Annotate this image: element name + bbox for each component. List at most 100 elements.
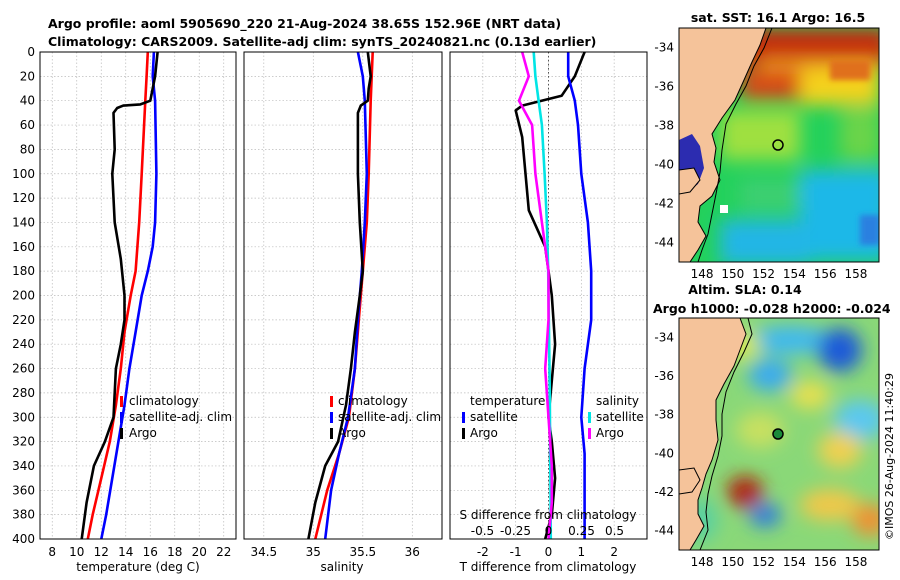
lat-tick-label: -36 xyxy=(654,80,674,94)
lat-tick-label: -34 xyxy=(654,330,674,344)
x-tick-label: 0 xyxy=(545,545,553,559)
depth-tick-label: 180 xyxy=(12,264,35,278)
sla-map-title: Altim. SLA: 0.14 xyxy=(688,282,802,297)
depth-tick-label: 220 xyxy=(12,313,35,327)
x-tick-label: 18 xyxy=(167,545,182,559)
series-line-argo xyxy=(307,52,373,539)
x-tick-label: 16 xyxy=(143,545,158,559)
legend-label-s-argo: Argo xyxy=(596,426,624,440)
depth-tick-label: 60 xyxy=(20,118,35,132)
x-tick-label: 20 xyxy=(192,545,207,559)
difference-x2-tick-labels: -0.5 -0.25 0 0.25 0.5 xyxy=(471,524,624,538)
series-line-climatology xyxy=(86,52,150,539)
x2-tick-label: 0.25 xyxy=(568,524,595,538)
sla-map-subtitle: Argo h1000: -0.028 h2000: -0.024 xyxy=(653,301,891,316)
lat-tick-label: -42 xyxy=(654,485,674,499)
sst-land xyxy=(679,28,767,262)
temperature-panel: 0 20 40 60 80 100 120 140 160 180 200 220 240 260 280 3… xyxy=(12,45,237,574)
x2-tick-label: 0 xyxy=(545,524,553,538)
legend-heading-temperature: temperature xyxy=(470,394,545,408)
x-tick-label: 35.5 xyxy=(349,545,376,559)
depth-tick-label: 140 xyxy=(12,215,35,229)
salinity-grid xyxy=(244,51,442,540)
legend-swatch-s-satellite xyxy=(588,412,591,423)
legend-label-argo: Argo xyxy=(338,426,366,440)
lat-tick-label: -44 xyxy=(654,524,674,538)
difference-panel: -2 -1 0 1 2 T difference from climatology S … xyxy=(449,51,648,574)
x-tick-label: -2 xyxy=(477,545,489,559)
legend-label-argo: Argo xyxy=(129,426,157,440)
legend-swatch-argo xyxy=(120,428,123,439)
lon-tick-label: 154 xyxy=(783,267,806,281)
sla-isobath xyxy=(699,318,753,550)
sst-map-tick-labels: 148 150 152 154 156 158 -34 -36 -38 -40 -42 -44 xyxy=(654,41,867,282)
difference-x2label: S difference from climatology xyxy=(460,508,637,522)
series-line-s-argo-clim xyxy=(517,52,554,539)
figure-title-line2: Climatology: CARS2009. Satellite-adj cli… xyxy=(48,34,596,50)
sla-map-tick-labels: 148 150 152 154 156 158 -34 -36 -38 -40 -42 -44 xyxy=(654,330,867,569)
depth-tick-label: 340 xyxy=(12,459,35,473)
lon-tick-label: 150 xyxy=(721,267,744,281)
lon-tick-label: 158 xyxy=(844,555,867,569)
depth-tick-label: 100 xyxy=(12,167,35,181)
lon-tick-label: 148 xyxy=(691,555,714,569)
legend-label-satellite: satellite-adj. clim xyxy=(338,410,441,424)
salinity-legend: climatology satellite-adj. clim Argo xyxy=(330,394,441,440)
depth-tick-label: 300 xyxy=(12,410,35,424)
legend-label-t-satellite: satellite xyxy=(470,410,518,424)
x-tick-label: 10 xyxy=(69,545,84,559)
depth-tick-label: 20 xyxy=(20,69,35,83)
sst-map-image xyxy=(679,28,879,262)
temperature-legend: climatology satellite-adj. clim Argo xyxy=(120,394,232,440)
sst-missing-data xyxy=(720,205,728,213)
depth-tick-label: 0 xyxy=(27,45,35,59)
legend-swatch-t-argo xyxy=(462,428,465,439)
figure-title-line1: Argo profile: aoml 5905690_220 21-Aug-20… xyxy=(48,16,561,32)
depth-tick-label: 200 xyxy=(12,289,35,303)
salinity-xlabel: salinity xyxy=(320,560,363,574)
legend-label-climatology: climatology xyxy=(338,394,408,408)
x-tick-label: 35 xyxy=(306,545,321,559)
depth-tick-label: 80 xyxy=(20,142,35,156)
difference-axes-frame xyxy=(449,51,648,540)
lat-tick-label: -34 xyxy=(654,41,674,55)
sst-argo-marker xyxy=(772,139,784,151)
lon-tick-label: 152 xyxy=(752,555,775,569)
depth-tick-label: 320 xyxy=(12,435,35,449)
legend-swatch-s-argo xyxy=(588,428,591,439)
lon-tick-label: 154 xyxy=(783,555,806,569)
depth-tick-label: 360 xyxy=(12,483,35,497)
series-line-satellite-adj-clim xyxy=(100,52,158,539)
legend-label-climatology: climatology xyxy=(129,394,199,408)
depth-tick-label: 40 xyxy=(20,94,35,108)
sst-isobath xyxy=(697,28,773,262)
series-line-argo xyxy=(80,52,159,539)
x-tick-label: 34.5 xyxy=(250,545,277,559)
difference-xlabel: T difference from climatology xyxy=(459,560,637,574)
difference-legend-temperature: temperature satellite Argo xyxy=(462,394,545,440)
difference-lines xyxy=(514,52,593,539)
lat-tick-label: -42 xyxy=(654,197,674,211)
sst-map-title: sat. SST: 16.1 Argo: 16.5 xyxy=(691,10,865,25)
x-tick-label: 2 xyxy=(610,545,618,559)
depth-tick-label: 400 xyxy=(12,532,35,546)
x-tick-label: 22 xyxy=(216,545,231,559)
difference-legend-salinity: salinity satellite Argo xyxy=(588,394,644,440)
lon-tick-label: 152 xyxy=(752,267,775,281)
salinity-panel: 34.5 35 35.5 36 salinity climatology satell… xyxy=(243,51,443,574)
x-tick-label: 12 xyxy=(94,545,109,559)
x-tick-label: 14 xyxy=(118,545,133,559)
timestamp-watermark: ©IMOS 26-Aug-2024 11:40:29 xyxy=(883,373,896,540)
lat-tick-label: -38 xyxy=(654,408,674,422)
lat-tick-label: -40 xyxy=(654,446,674,460)
depth-tick-label: 260 xyxy=(12,362,35,376)
lat-tick-label: -44 xyxy=(654,236,674,250)
lon-tick-label: 150 xyxy=(721,555,744,569)
lon-tick-label: 156 xyxy=(814,267,837,281)
sla-argo-marker xyxy=(772,428,784,440)
depth-tick-label: 280 xyxy=(12,386,35,400)
legend-heading-salinity: salinity xyxy=(596,394,639,408)
lat-tick-label: -36 xyxy=(654,369,674,383)
depth-tick-label: 240 xyxy=(12,337,35,351)
